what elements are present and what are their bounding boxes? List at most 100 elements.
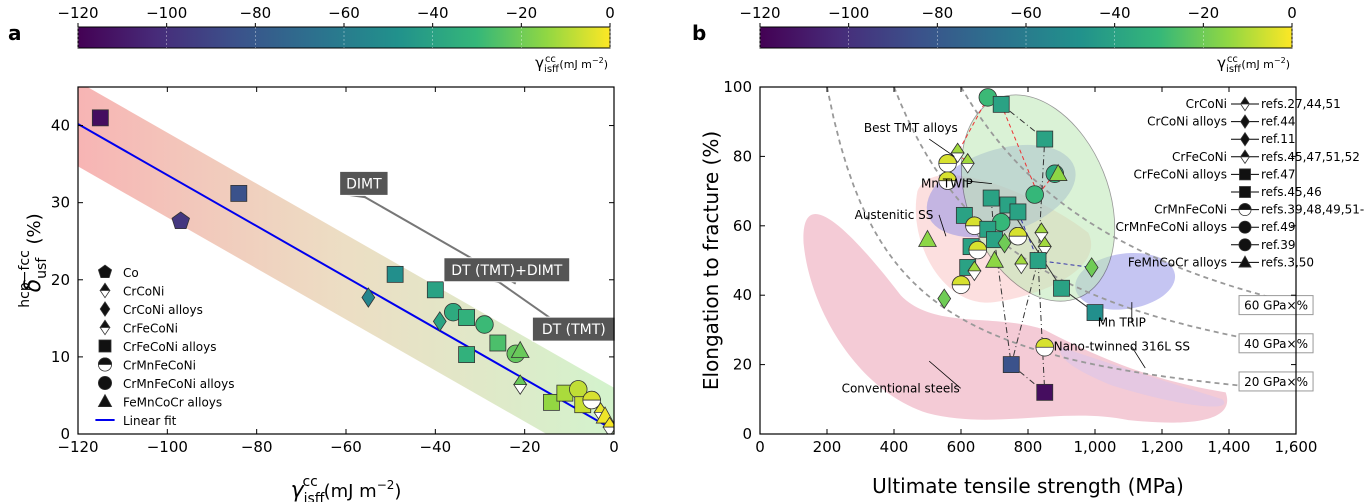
x-tick-label: 1,200 [1141,438,1184,456]
circle-marker [475,315,494,334]
circle-marker [1238,220,1252,234]
colorbar-b: −120 −100 −80 −60 −40 −20 0 γisffcc (mJ m−2) [739,4,1296,75]
iso-label-box [1238,371,1314,392]
diamond-half-fill [513,374,528,386]
legend-group: FeMnCoCr alloys [1128,255,1227,269]
square-marker [98,339,112,353]
panel-a-label: a [8,21,22,45]
y-tick-label: 80 [733,147,752,165]
region-label: Mn TRIP [1098,315,1146,329]
circle-marker [1238,238,1252,252]
colorbar-tick-label: −80 [240,4,272,22]
triangle-marker [1238,255,1252,268]
x-tick-label: 800 [1014,438,1043,456]
circle-half-fill [968,240,987,251]
colorbar-tick-label: −100 [146,4,187,22]
square-marker [489,334,507,352]
square-marker [91,109,109,127]
pentagon-marker [97,264,113,279]
legend-label: FeMnCoCr alloys [123,396,222,410]
x-tick-label: 0 [609,438,619,456]
colorbar-tick-label: 0 [605,4,615,22]
diamond-half-fill [99,282,111,291]
square-marker [982,189,1000,207]
region-pointer [963,180,992,185]
legend-ref: ref.11 [1261,132,1296,146]
diamond-half-fill [1239,149,1251,158]
square-marker [1009,203,1027,221]
legend-label: Co [123,266,139,280]
iso-label: 60 GPa×% [1244,299,1308,313]
legend-ref: refs.27,44,51 [1261,97,1341,111]
square-marker [1053,279,1070,297]
y-tick-label: 20 [733,356,752,374]
y-tick-label: 10 [51,348,70,366]
legend-ref: refs.45,47,51,52 [1261,150,1360,164]
legend-label: CrFeCoNi alloys [123,340,217,354]
diamond-half-fill [1037,236,1052,248]
triangle-marker [97,393,113,407]
square-marker [1239,186,1251,198]
region-nano-twinned [1060,347,1225,407]
colorbar-tick-label: −120 [57,4,98,22]
diamond-marker [997,232,1012,254]
triangle-marker [1048,163,1068,181]
region-pointer [1131,346,1146,369]
axis-label: Elongation to fracture (%) [699,131,723,390]
square-marker [1036,130,1054,148]
triangle-marker [985,250,1004,268]
diamond-half-fill [1034,222,1049,234]
legend-group: CrMnFeCoNi [1154,203,1227,217]
legend-label: CrMnFeCoNi alloys [123,377,234,391]
y-tick-label: 40 [51,117,70,135]
region-label: Mn TWIP [921,177,973,191]
legend-label: CrCoNi alloys [123,303,203,317]
colorbar-tick-label: −120 [739,4,780,22]
legend-group: CrFeCoNi [1172,150,1227,164]
colorbar-tick-label: −60 [328,4,360,22]
panel-a-chart: DIMT DT (TMT)+DIMT DT (TMT) −120 −100 −80 −60 −… [17,86,619,502]
legend-ref: ref.39 [1261,238,1296,252]
region-label: Austenitic SS [855,208,934,222]
annotation-label: DIMT [346,176,382,192]
x-tick-label: 200 [813,438,842,456]
x-tick-label: 600 [947,438,976,456]
region-pointer [928,360,961,389]
y-tick-label: 0 [60,425,70,443]
panel-b-label: b [692,21,706,45]
linear-fit-line [78,123,614,432]
circle-half-fill [938,154,957,164]
colorbar-tick-label: −20 [1188,4,1220,22]
legend-ref: refs.45,46 [1261,185,1322,199]
annotation-box [339,170,389,196]
circle-half-fill [1035,338,1054,348]
legend-ref: ref.47 [1261,167,1296,181]
legend-group: CrFeCoNi alloys [1133,167,1227,181]
circle-half-fill [582,390,601,401]
axis-label: γisffcc (mJ m−2) [291,474,402,502]
colorbar-label: γisffcc (mJ m−2) [1217,54,1290,75]
square-marker [1002,356,1020,374]
y-tick-label: 30 [51,194,70,212]
annotation-label: DT (TMT)+DIMT [451,263,563,279]
triangle-marker [918,229,937,247]
plot-area-a [78,87,614,434]
colorbar-tick-label: −80 [922,4,954,22]
diamond-half-fill [967,260,982,272]
colorbar-tick-label: −100 [828,4,869,22]
x-tick-label: −40 [420,438,452,456]
diamond-marker [361,287,376,308]
iso-label-box [1238,295,1314,316]
best-tmt-label: Best TMT alloys [864,121,958,135]
circle-half-fill [951,275,971,286]
legend-ref: ref.49 [1261,220,1296,234]
diamond-marker [937,288,952,309]
iso-label: 20 GPa×% [1244,375,1308,389]
y-tick-label: 40 [733,286,752,304]
square-marker [992,95,1010,113]
square-marker [458,309,476,326]
region-pointer [938,214,947,237]
circle-half-fill [97,357,113,365]
annotation-box [443,257,571,283]
